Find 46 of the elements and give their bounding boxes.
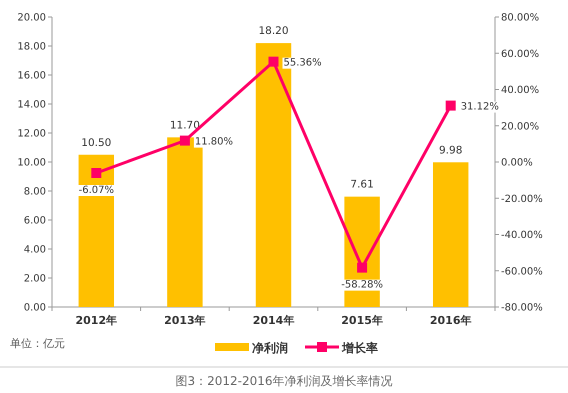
data-label: 55.36% (284, 58, 322, 69)
y2-tick-label: -40.00% (501, 230, 543, 241)
data-label: 9.98 (439, 144, 462, 156)
y2-tick-label: 80.00% (501, 12, 540, 24)
y2-tick-label: 0.00% (501, 158, 533, 168)
legend-label: 净利润 (252, 341, 288, 355)
y-tick-label: 4.00 (24, 244, 46, 256)
y2-tick-label: 60.00% (501, 48, 540, 60)
data-label: 11.70 (170, 119, 200, 132)
y-tick-label: 16.00 (17, 70, 46, 82)
y2-tick-label: -60.00% (501, 266, 543, 278)
point (91, 168, 102, 178)
point (357, 262, 368, 273)
point (446, 100, 456, 111)
y-tick-label: 10.00 (17, 158, 46, 168)
point (268, 56, 278, 67)
data-label: 7.61 (350, 178, 374, 191)
text: 图3：2012-2016年净利润及增长率情况 (175, 374, 393, 388)
y-tick-label: 12.00 (17, 128, 46, 140)
y-tick-label: 8.00 (24, 186, 46, 198)
bar (432, 162, 468, 307)
x-tick-label: 2015年 (341, 314, 383, 327)
data-label: 11.80% (194, 136, 234, 148)
x-tick-label: 2012年 (75, 314, 118, 327)
y2-tick-label: 20.00% (501, 121, 540, 132)
text: 单位：亿元 (10, 337, 65, 350)
y-tick-label: 20.00 (17, 12, 46, 24)
y2-tick-label: -20.00% (501, 194, 543, 205)
y2-tick-label: -80.00% (501, 302, 543, 314)
y2-tick-label: 40.00% (501, 85, 540, 96)
x-tick-label: 2013年 (164, 314, 206, 327)
y-tick-label: 2.00 (24, 274, 46, 284)
y-tick-label: 18.00 (17, 42, 46, 52)
data-label: 18.20 (258, 25, 289, 38)
y-tick-label: 6.00 (24, 216, 46, 226)
data-label: 10.50 (81, 136, 112, 149)
y-tick-label: 0.00 (24, 302, 46, 314)
data-label: -58.28% (341, 280, 383, 291)
data-label: -6.07% (78, 185, 114, 196)
y-tick-label: 14.00 (17, 100, 46, 110)
point (180, 136, 190, 146)
x-tick-label: 2016年 (430, 314, 472, 327)
x-tick-label: 2014年 (252, 314, 294, 327)
bar (78, 154, 114, 307)
legend-label: 增长率 (341, 341, 378, 355)
data-label: 31.12% (460, 102, 499, 113)
